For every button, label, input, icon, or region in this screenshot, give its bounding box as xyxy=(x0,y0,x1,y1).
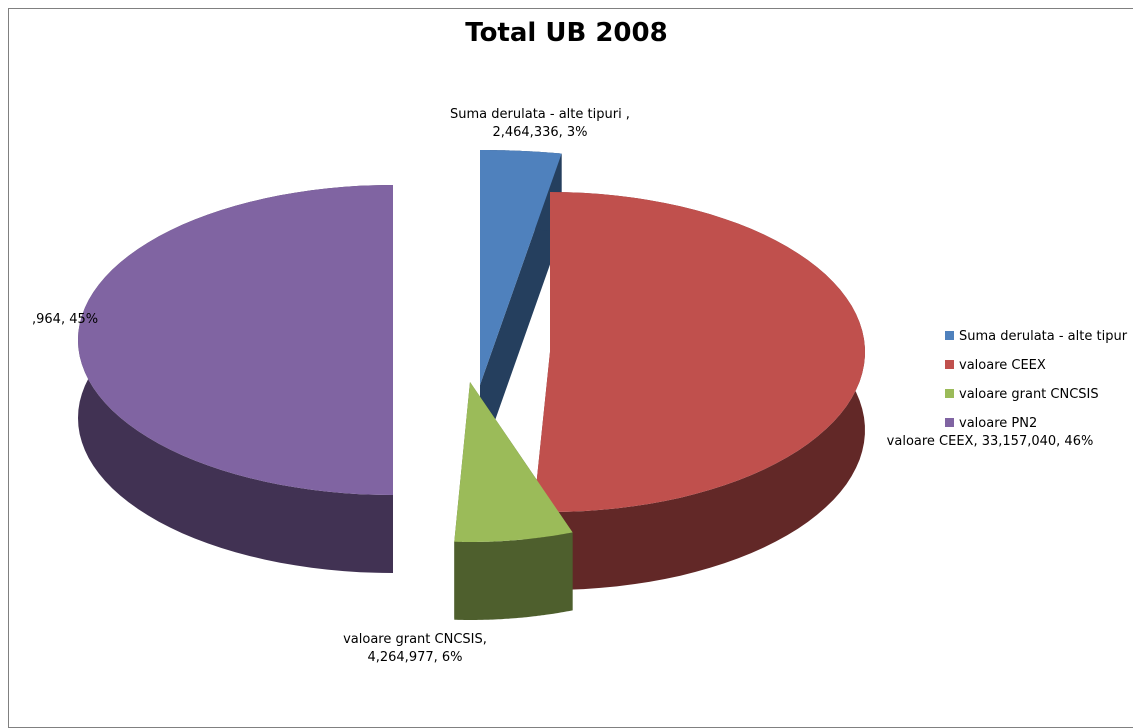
data-label-3: valoare grant CNCSIS, 4,264,977, 6% xyxy=(343,632,487,665)
data-label-4: ,964, 45% xyxy=(32,312,98,327)
pie-slice-side-1-wall-b xyxy=(480,153,562,463)
pie-slice-side-3 xyxy=(454,532,573,620)
legend-label-4: valoare PN2 xyxy=(959,416,1037,431)
legend-label-2: valoare CEEX xyxy=(959,358,1046,373)
chart-title: Total UB 2008 xyxy=(465,18,668,48)
legend-label-3: valoare grant CNCSIS xyxy=(959,387,1099,402)
legend-swatch-4 xyxy=(945,418,954,427)
pie-slice-1[interactable] xyxy=(480,150,562,385)
pie-slice-2[interactable] xyxy=(533,192,865,512)
data-label-1: Suma derulata - alte tipuri , 2,464,336, … xyxy=(450,107,630,140)
legend-swatch-3 xyxy=(945,389,954,398)
pie-slice-3[interactable] xyxy=(454,382,573,542)
data-label-2: valoare CEEX, 33,157,040, 46% xyxy=(887,434,1094,449)
legend-label-1: Suma derulata - alte tipur xyxy=(959,329,1128,344)
pie-chart: Suma derulata - alte tipuri , 2,464,336, … xyxy=(32,107,1128,665)
pie-slice-4[interactable] xyxy=(78,185,393,495)
legend-swatch-1 xyxy=(945,331,954,340)
legend-swatch-2 xyxy=(945,360,954,369)
